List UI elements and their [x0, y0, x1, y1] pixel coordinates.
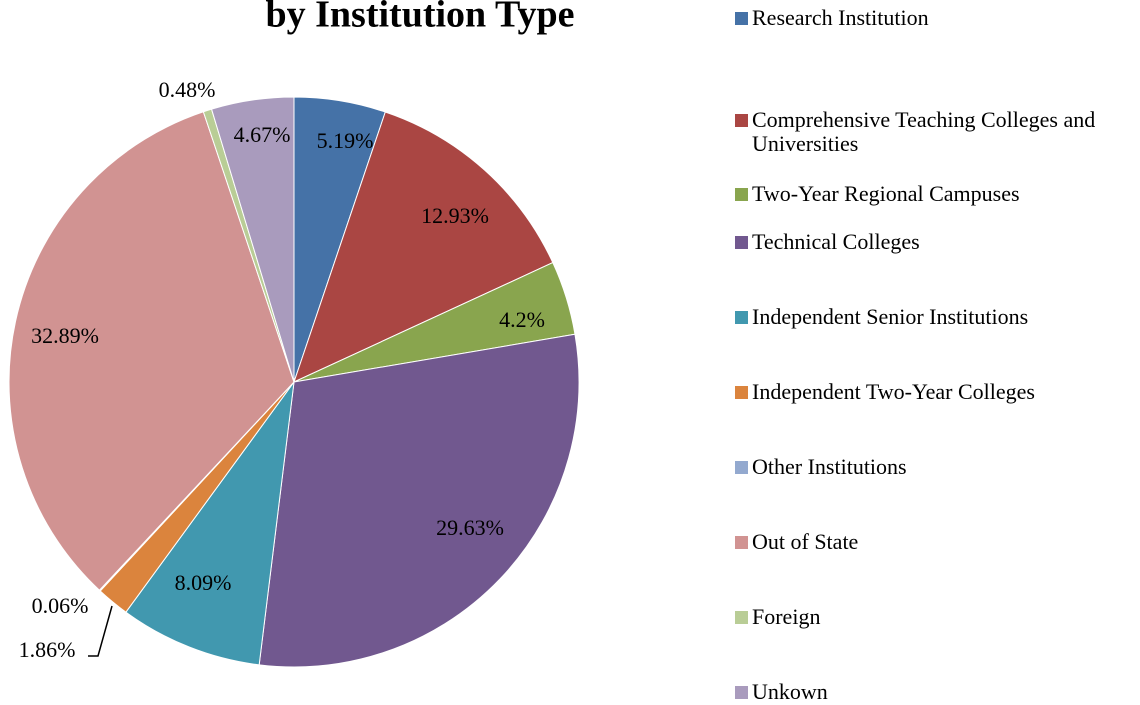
data-label: 4.2%	[499, 307, 545, 332]
legend-swatch	[735, 536, 748, 549]
legend-item: Out of State	[735, 530, 1115, 554]
legend-item: Comprehensive Teaching Colleges and Univ…	[735, 108, 1115, 156]
legend-swatch	[735, 311, 748, 324]
legend-swatch	[735, 12, 748, 25]
legend-item: Independent Senior Institutions	[735, 305, 1115, 329]
legend-item: Research Institution	[735, 6, 1115, 30]
legend-item: Unkown	[735, 680, 1115, 704]
legend-label: Comprehensive Teaching Colleges and Univ…	[752, 107, 1096, 156]
legend-label: Unkown	[752, 679, 828, 704]
legend-item: Independent Two-Year Colleges	[735, 380, 1115, 404]
pie-slice	[8, 111, 295, 591]
pie-slice	[293, 111, 554, 383]
pie-slice	[258, 333, 580, 668]
legend-label: Out of State	[752, 529, 859, 554]
chart-title: by Institution Type	[265, 0, 574, 36]
data-label: 32.89%	[31, 323, 99, 348]
legend-swatch	[735, 611, 748, 624]
data-label: 4.67%	[234, 122, 291, 147]
legend-item: Technical Colleges	[735, 230, 1115, 254]
legend-swatch	[735, 686, 748, 699]
pie-slice	[210, 96, 295, 383]
data-label: 1.86%	[19, 637, 76, 662]
legend-label: Foreign	[752, 604, 821, 629]
legend-swatch	[735, 461, 748, 474]
legend-swatch	[735, 114, 748, 127]
leader-line	[88, 605, 113, 657]
legend-swatch	[735, 386, 748, 399]
data-label: 5.19%	[317, 128, 374, 153]
legend-label: Other Institutions	[752, 454, 907, 479]
legend-label: Independent Senior Institutions	[752, 304, 1029, 329]
legend-label: Technical Colleges	[752, 229, 920, 254]
data-label: 12.93%	[421, 203, 489, 228]
legend-item: Two-Year Regional Campuses	[735, 182, 1115, 206]
legend-item: Foreign	[735, 605, 1115, 629]
legend-label: Research Institution	[752, 5, 929, 30]
legend-item: Other Institutions	[735, 455, 1115, 479]
legend-label: Two-Year Regional Campuses	[752, 181, 1020, 206]
legend-swatch	[735, 236, 748, 249]
pie-slice	[125, 380, 295, 666]
legend-label: Independent Two-Year Colleges	[752, 379, 1035, 404]
data-label: 0.06%	[32, 593, 89, 618]
legend-swatch	[735, 188, 748, 201]
data-label: 8.09%	[175, 570, 232, 595]
data-label: 29.63%	[436, 515, 504, 540]
data-label: 0.48%	[159, 77, 216, 102]
